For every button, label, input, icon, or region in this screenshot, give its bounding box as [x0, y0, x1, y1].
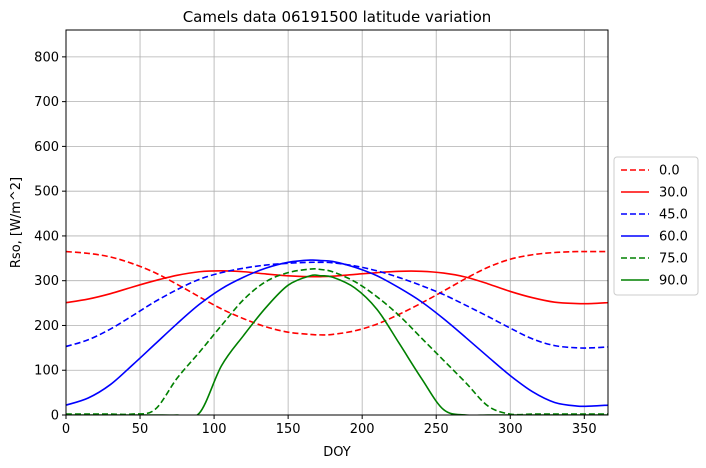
y-tick-label: 500	[34, 185, 59, 200]
x-tick-label: 150	[276, 422, 301, 437]
series-lines	[66, 250, 608, 415]
x-tick-label: 0	[62, 422, 70, 437]
series-line-60-0	[66, 259, 608, 408]
y-tick-label: 0	[51, 409, 59, 424]
y-tick-label: 200	[34, 319, 59, 334]
legend-label: 75.0	[659, 252, 688, 267]
y-tick-label: 600	[34, 140, 59, 155]
legend-label: 60.0	[659, 230, 688, 245]
legend-label: 45.0	[659, 208, 688, 223]
legend-label: 30.0	[659, 186, 688, 201]
axis-ticks: 0 50 100 150 200 250 300 350 0 100 200 300 400 500 600…	[34, 50, 597, 437]
plot-frame	[65, 29, 609, 416]
x-tick-label: 350	[572, 422, 597, 437]
y-tick-label: 300	[34, 274, 59, 289]
chart-title: Camels data 06191500 latitude variation	[183, 8, 492, 26]
series-line-0-0	[66, 250, 608, 336]
x-tick-label: 100	[202, 422, 227, 437]
series-line-75-0	[66, 268, 608, 415]
y-axis-label: Rso, [W/m^2]	[9, 177, 24, 268]
legend-label: 0.0	[659, 164, 680, 179]
x-tick-label: 250	[424, 422, 449, 437]
legend-label: 90.0	[659, 274, 688, 289]
y-tick-label: 400	[34, 229, 59, 244]
x-axis-label: DOY	[323, 445, 351, 460]
series-line-30-0	[66, 270, 608, 305]
series-line-45-0	[66, 261, 608, 349]
x-tick-label: 200	[350, 422, 375, 437]
gridlines	[65, 30, 608, 416]
legend: 0.0 30.0 45.0 60.0 75.0 90.0	[613, 156, 699, 296]
y-tick-label: 100	[34, 364, 59, 379]
x-tick-label: 300	[498, 422, 523, 437]
y-tick-label: 800	[34, 50, 59, 65]
series-line-90-0	[66, 274, 608, 415]
y-tick-label: 700	[34, 95, 59, 110]
x-tick-label: 50	[132, 422, 149, 437]
